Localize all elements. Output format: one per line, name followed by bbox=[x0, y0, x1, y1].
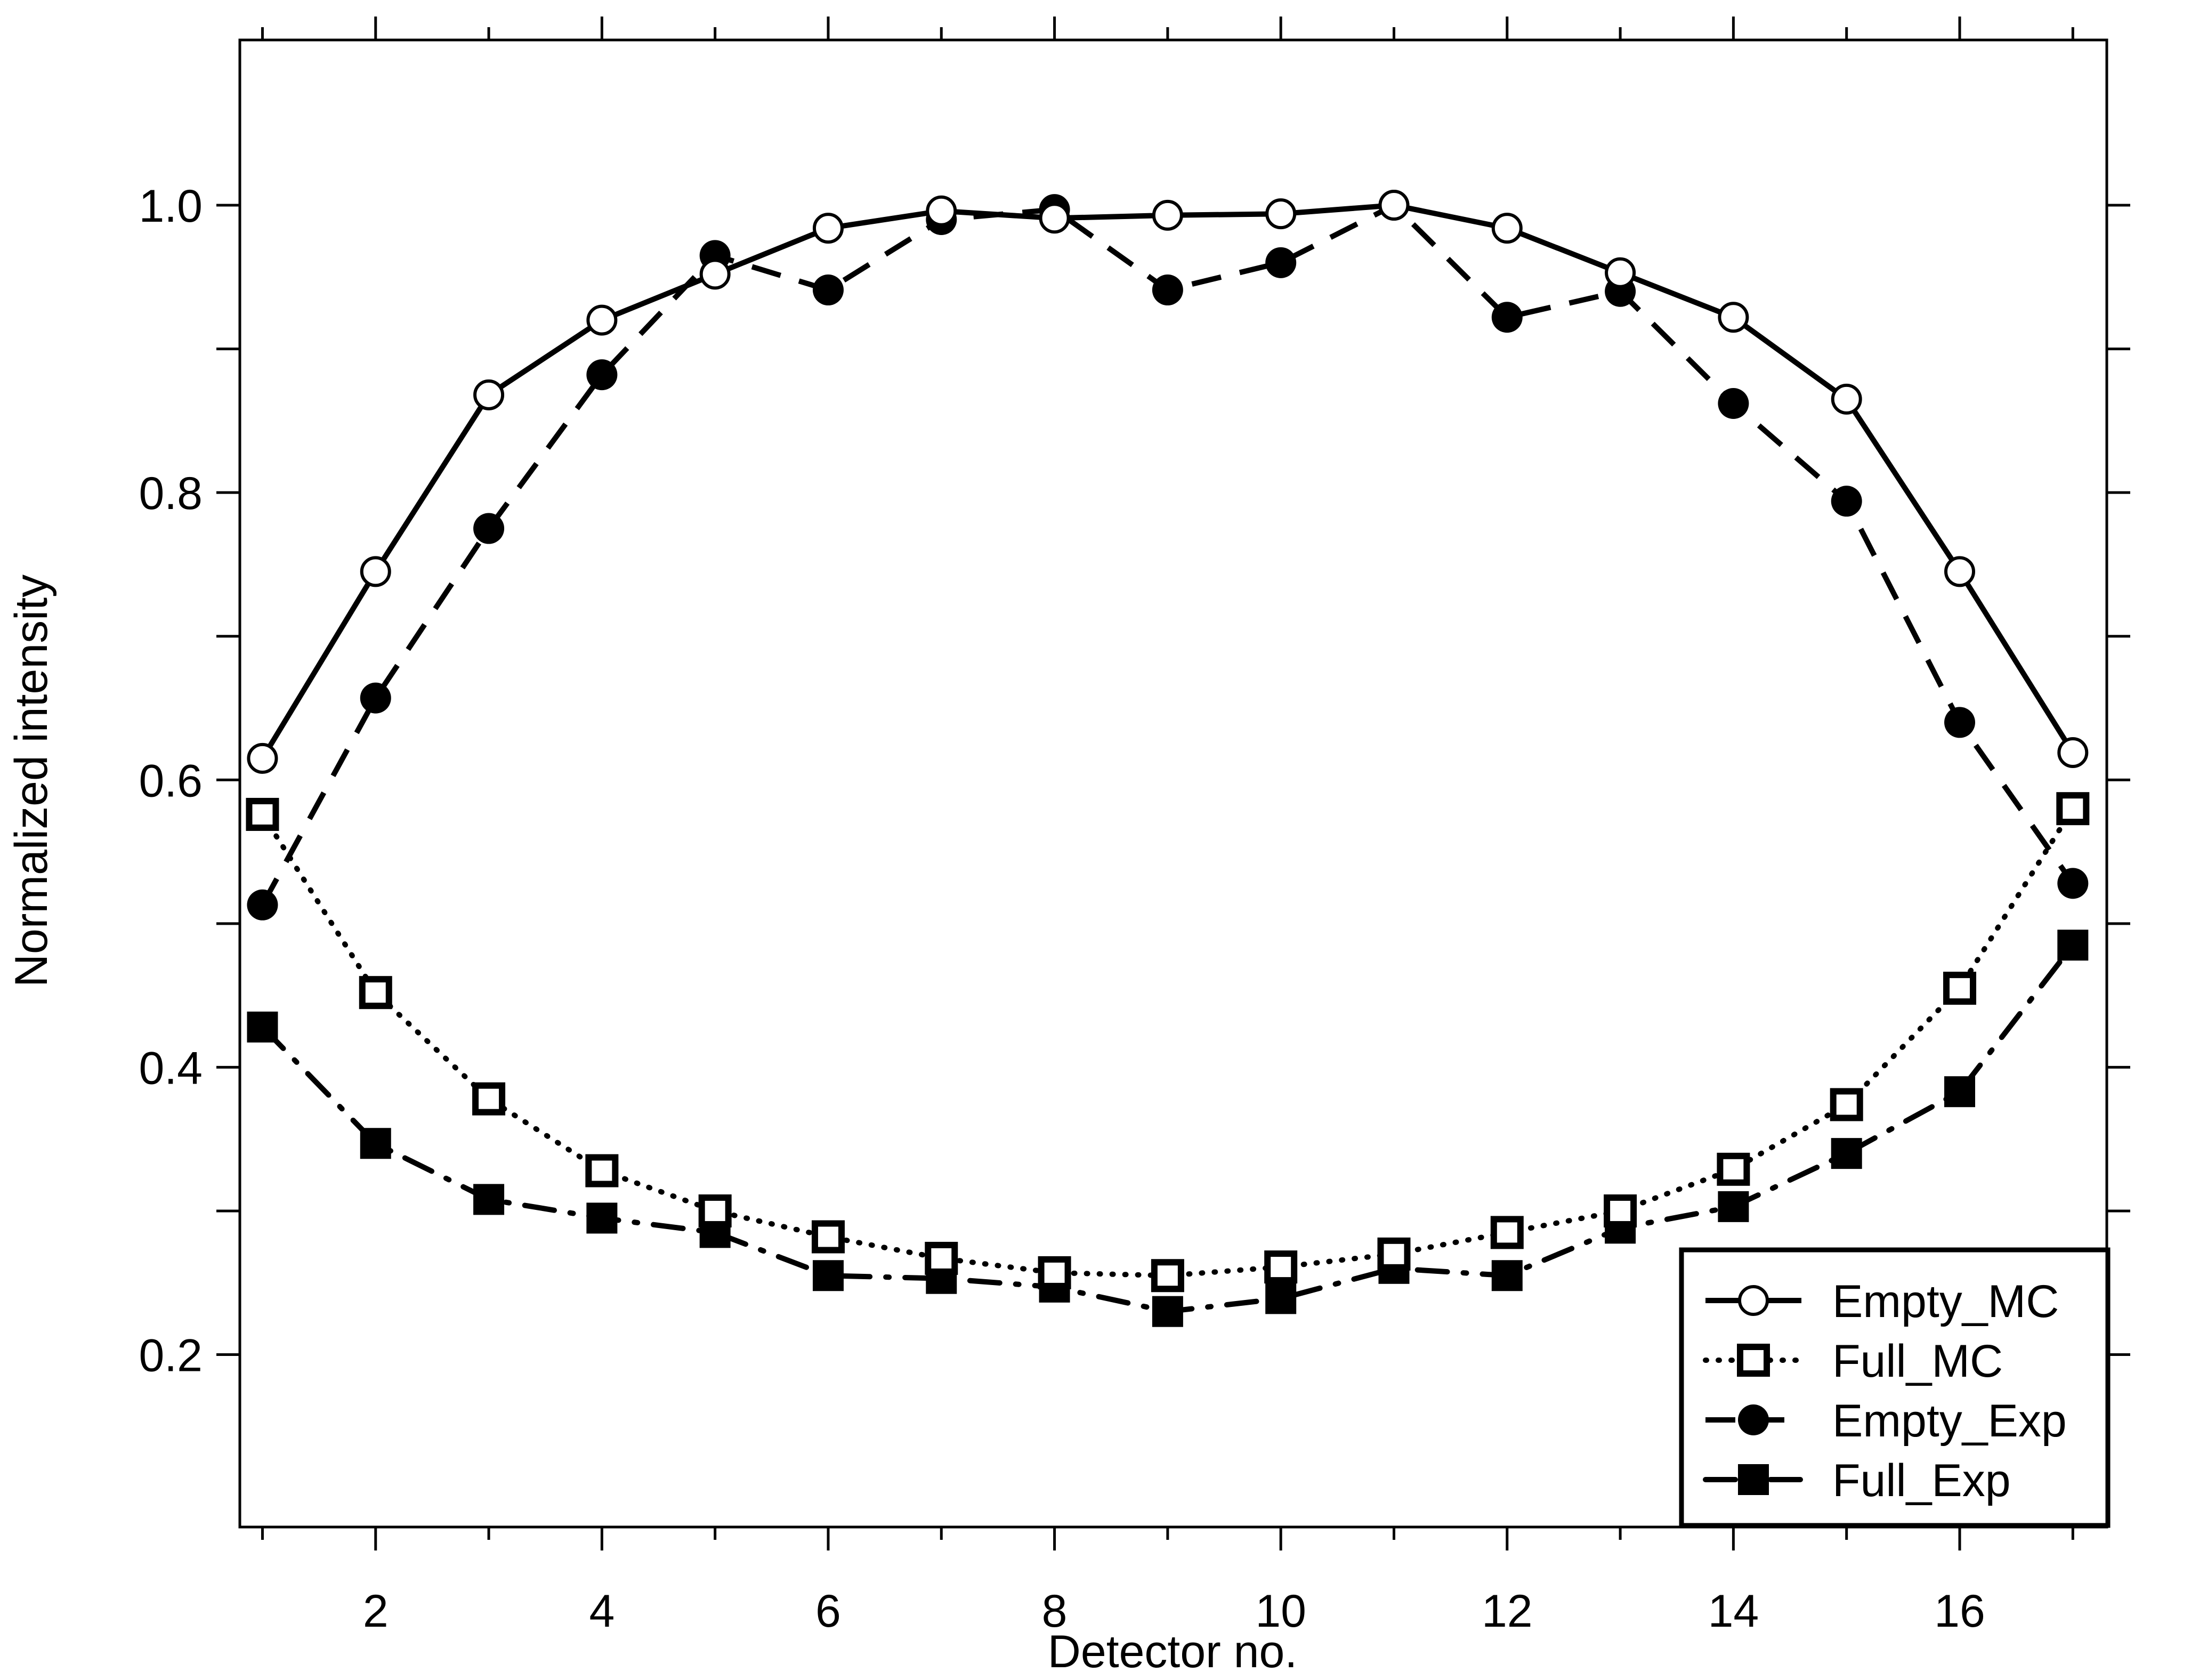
data-point-empty-exp bbox=[1718, 388, 1749, 419]
y-tick-label: 1.0 bbox=[139, 181, 203, 232]
data-point-empty-exp bbox=[812, 274, 844, 306]
legend-marker-empty-mc bbox=[1738, 1285, 1769, 1316]
data-point-full-mc bbox=[925, 1241, 958, 1275]
data-point-empty-exp bbox=[1831, 486, 1862, 517]
legend-entries: Empty_MC Full_MC Empty_Exp Full_Exp bbox=[1703, 1276, 2067, 1506]
data-point-empty-exp bbox=[360, 682, 391, 714]
data-point-full-exp bbox=[2057, 930, 2089, 961]
data-point-full-mc bbox=[1377, 1237, 1411, 1271]
x-tick-label: 6 bbox=[815, 1586, 841, 1637]
data-point-empty-exp bbox=[1265, 247, 1297, 278]
data-point-empty-mc bbox=[812, 213, 844, 244]
data-point-full-exp bbox=[1152, 1296, 1183, 1327]
legend-marker-full-exp bbox=[1738, 1464, 1769, 1495]
data-point-empty-mc bbox=[586, 304, 618, 336]
data-point-empty-mc bbox=[926, 195, 957, 227]
series-empty-mc bbox=[247, 190, 2089, 774]
data-point-empty-mc bbox=[1378, 190, 1410, 221]
x-tick-label: 2 bbox=[363, 1586, 389, 1637]
series-layer bbox=[246, 190, 2090, 1327]
legend-label-empty-exp: Empty_Exp bbox=[1832, 1395, 2067, 1447]
x-tick-label: 10 bbox=[1255, 1586, 1306, 1637]
data-point-full-mc bbox=[698, 1194, 732, 1227]
data-point-full-mc bbox=[585, 1154, 619, 1188]
x-tick-label: 4 bbox=[589, 1586, 615, 1637]
data-point-full-mc bbox=[359, 976, 392, 1009]
data-point-empty-exp bbox=[473, 513, 505, 544]
legend-entry-empty-exp: Empty_Exp bbox=[1705, 1395, 2067, 1447]
data-point-full-mc bbox=[1151, 1259, 1184, 1293]
legend-label-full-exp: Full_Exp bbox=[1832, 1455, 2011, 1506]
y-tick-label: 0.4 bbox=[139, 1043, 203, 1094]
data-point-empty-mc bbox=[360, 556, 391, 587]
data-point-full-mc bbox=[2056, 792, 2090, 826]
data-point-empty-exp bbox=[247, 889, 278, 920]
y-tick-label: 0.6 bbox=[139, 755, 203, 806]
legend-marker-empty-exp bbox=[1738, 1404, 1769, 1435]
data-point-empty-mc bbox=[2057, 737, 2089, 769]
data-point-full-exp bbox=[1265, 1283, 1297, 1314]
x-tick-label: 8 bbox=[1042, 1586, 1068, 1637]
data-point-empty-mc bbox=[1265, 198, 1297, 230]
data-point-full-exp bbox=[1491, 1260, 1523, 1291]
data-point-full-mc bbox=[472, 1082, 506, 1116]
data-point-empty-mc bbox=[1605, 257, 1636, 288]
series-line-full-mc bbox=[260, 806, 2076, 1279]
data-point-full-mc bbox=[1264, 1250, 1298, 1284]
data-point-full-exp bbox=[812, 1260, 844, 1291]
data-point-empty-exp bbox=[1944, 707, 1976, 738]
plot-frame bbox=[238, 38, 2108, 1529]
data-point-empty-mc bbox=[1944, 556, 1976, 587]
data-point-full-mc bbox=[1943, 972, 1977, 1005]
data-point-full-exp bbox=[360, 1128, 391, 1159]
data-point-empty-mc bbox=[1039, 203, 1070, 234]
y-axis-title: Normalized intensity bbox=[6, 575, 57, 987]
data-point-empty-mc bbox=[1491, 213, 1523, 244]
data-point-full-mc bbox=[1604, 1194, 1637, 1227]
data-point-full-mc bbox=[1830, 1088, 1863, 1121]
y-tick-label: 0.2 bbox=[139, 1330, 203, 1382]
data-point-full-exp bbox=[1718, 1191, 1749, 1222]
legend-entry-full-exp: Full_Exp bbox=[1703, 1455, 2011, 1506]
data-point-full-mc bbox=[246, 797, 279, 831]
x-tick-label: 14 bbox=[1708, 1586, 1759, 1637]
data-point-full-exp bbox=[1944, 1076, 1976, 1108]
data-point-empty-exp bbox=[586, 359, 618, 391]
data-point-empty-mc bbox=[1718, 302, 1749, 333]
x-tick-label: 16 bbox=[1934, 1586, 1985, 1637]
data-point-full-exp bbox=[247, 1011, 278, 1043]
x-axis-title: Detector no. bbox=[1048, 1626, 1297, 1677]
data-point-empty-exp bbox=[1152, 274, 1183, 306]
legend-label-empty-mc: Empty_MC bbox=[1832, 1276, 2059, 1327]
data-point-full-exp bbox=[1831, 1138, 1862, 1169]
legend-label-full-mc: Full_MC bbox=[1832, 1336, 2003, 1387]
data-point-empty-mc bbox=[247, 742, 278, 774]
data-point-empty-mc bbox=[1152, 199, 1183, 231]
legend-entry-empty-mc: Empty_MC bbox=[1705, 1276, 2059, 1327]
legend: Empty_MC Full_MC Empty_Exp Full_Exp bbox=[1679, 1247, 2111, 1528]
data-point-full-mc bbox=[1490, 1216, 1524, 1249]
y-tick-labels: 0.2 0.4 0.6 0.8 1.0 bbox=[139, 181, 203, 1382]
data-point-empty-exp bbox=[1491, 302, 1523, 333]
series-full-mc bbox=[246, 792, 2090, 1293]
data-point-full-exp bbox=[586, 1202, 618, 1234]
legend-marker-full-mc bbox=[1737, 1344, 1770, 1377]
axis-ticks bbox=[216, 17, 2130, 1550]
data-point-full-mc bbox=[1717, 1152, 1750, 1186]
data-point-empty-mc bbox=[473, 379, 505, 410]
legend-entry-full-mc: Full_MC bbox=[1703, 1336, 2003, 1387]
data-point-empty-mc bbox=[1831, 383, 1862, 415]
x-tick-label: 12 bbox=[1482, 1586, 1533, 1637]
data-point-full-mc bbox=[811, 1220, 845, 1254]
x-tick-labels: 2 4 6 8 10 12 14 16 bbox=[363, 1586, 1985, 1637]
data-point-full-mc bbox=[1038, 1256, 1071, 1289]
y-tick-label: 0.8 bbox=[139, 468, 203, 519]
data-point-full-exp bbox=[473, 1184, 505, 1215]
data-point-empty-exp bbox=[2057, 868, 2089, 899]
data-point-empty-mc bbox=[699, 259, 731, 290]
